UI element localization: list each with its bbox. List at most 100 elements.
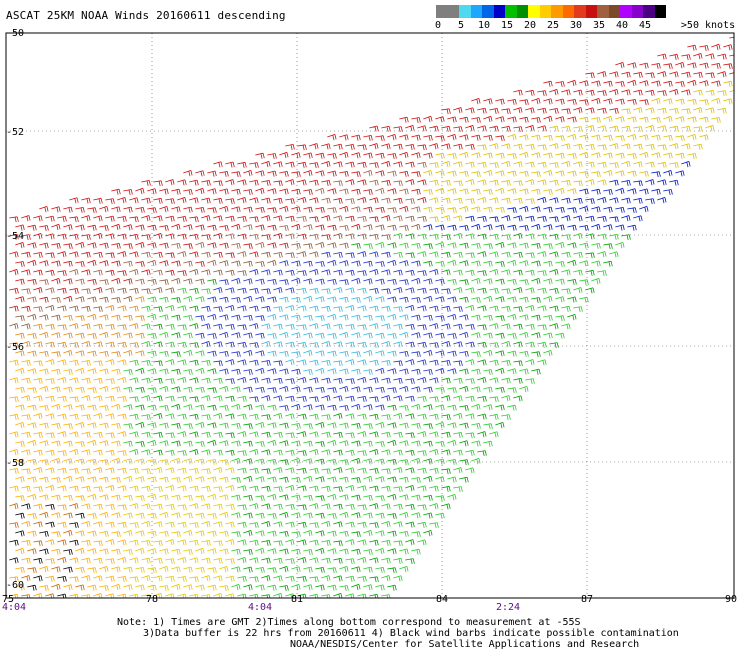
wind-barb: [9, 251, 19, 258]
wind-barb: [603, 243, 613, 250]
wind-barb: [231, 206, 241, 213]
wind-barb: [117, 521, 127, 528]
wind-barb: [33, 323, 43, 330]
wind-barb: [297, 216, 307, 222]
wind-barb: [21, 288, 31, 295]
wind-barb: [111, 223, 121, 231]
wind-barb: [393, 377, 403, 384]
wind-barb: [261, 215, 271, 222]
wind-barb: [441, 108, 451, 115]
wind-barb: [309, 522, 319, 529]
wind-barb: [495, 152, 505, 159]
wind-barb: [627, 170, 637, 177]
wind-barb: [51, 278, 61, 285]
wind-barb: [561, 323, 571, 330]
wind-barb: [393, 180, 403, 187]
wind-barb: [261, 557, 271, 564]
wind-barb: [399, 279, 409, 286]
wind-barb: [339, 279, 349, 286]
wind-barb: [165, 341, 175, 348]
wind-barb: [393, 413, 403, 420]
wind-barb: [657, 161, 667, 168]
wind-barb: [57, 467, 67, 474]
wind-barb: [477, 107, 487, 114]
wind-barb: [561, 125, 571, 132]
wind-barb: [39, 422, 49, 429]
wind-barb: [255, 476, 265, 483]
wind-barb: [237, 197, 247, 204]
wind-barb: [723, 63, 733, 70]
wind-barb: [333, 377, 343, 384]
wind-barb: [207, 584, 217, 591]
wind-barb: [513, 252, 523, 258]
wind-barb: [441, 360, 451, 366]
wind-barb: [339, 494, 349, 501]
wind-barb: [87, 476, 97, 483]
wind-barb: [387, 224, 397, 231]
wind-barb: [351, 458, 361, 465]
wind-barb: [117, 233, 127, 240]
wind-barb: [477, 359, 487, 366]
wind-barb: [243, 423, 253, 430]
wind-barb: [273, 432, 283, 438]
wind-barb: [171, 188, 181, 195]
wind-barb: [531, 351, 541, 358]
wind-barb: [357, 179, 367, 186]
wind-barb: [465, 161, 475, 168]
wind-barb: [153, 323, 163, 330]
wind-barb: [675, 62, 685, 69]
wind-barb: [675, 152, 685, 159]
wind-barb: [519, 260, 529, 267]
wind-barb: [81, 575, 91, 582]
wind-barb: [117, 197, 127, 204]
wind-barb: [75, 422, 85, 429]
wind-barb: [267, 404, 277, 411]
wind-barb: [501, 215, 511, 222]
wind-barb: [189, 216, 199, 223]
wind-barb: [387, 170, 397, 177]
wind-barb: [123, 224, 133, 231]
wind-barb: [117, 467, 127, 474]
wind-barb: [129, 593, 139, 598]
wind-barb: [531, 368, 541, 375]
wind-barb: [519, 368, 529, 375]
wind-barbs: [9, 36, 734, 598]
wind-barb: [423, 278, 433, 285]
wind-barb: [339, 225, 349, 231]
wind-barb: [423, 423, 433, 430]
wind-barb: [105, 558, 115, 565]
wind-barb: [477, 270, 487, 277]
wind-barb: [243, 458, 253, 465]
wind-barb: [267, 368, 277, 375]
wind-barb: [195, 332, 205, 339]
wind-barb: [579, 242, 589, 249]
wind-barb: [189, 522, 199, 529]
wind-barb: [495, 116, 505, 123]
wind-barb: [519, 151, 529, 159]
wind-barb: [117, 413, 127, 420]
wind-barb: [507, 350, 517, 357]
wind-barb: [225, 287, 235, 294]
wind-barb: [99, 476, 109, 483]
wind-barb: [39, 279, 49, 286]
wind-barb: [159, 351, 169, 357]
wind-barb: [225, 233, 235, 240]
wind-barb: [729, 89, 734, 93]
wind-barb: [603, 170, 613, 177]
wind-barb: [411, 512, 421, 519]
wind-barb: [729, 72, 734, 75]
wind-barb: [381, 251, 391, 258]
wind-barb: [279, 422, 289, 429]
wind-barb: [681, 108, 691, 115]
colorbar-swatch: [597, 5, 609, 18]
wind-barb: [123, 440, 133, 447]
wind-barb: [351, 351, 361, 358]
wind-barb: [153, 215, 163, 222]
wind-barb: [165, 198, 175, 205]
wind-barb: [639, 206, 649, 213]
wind-barb: [387, 153, 397, 159]
wind-barb: [189, 485, 199, 492]
wind-barb: [459, 279, 469, 286]
wind-barb: [363, 530, 373, 537]
wind-barb: [297, 161, 307, 168]
